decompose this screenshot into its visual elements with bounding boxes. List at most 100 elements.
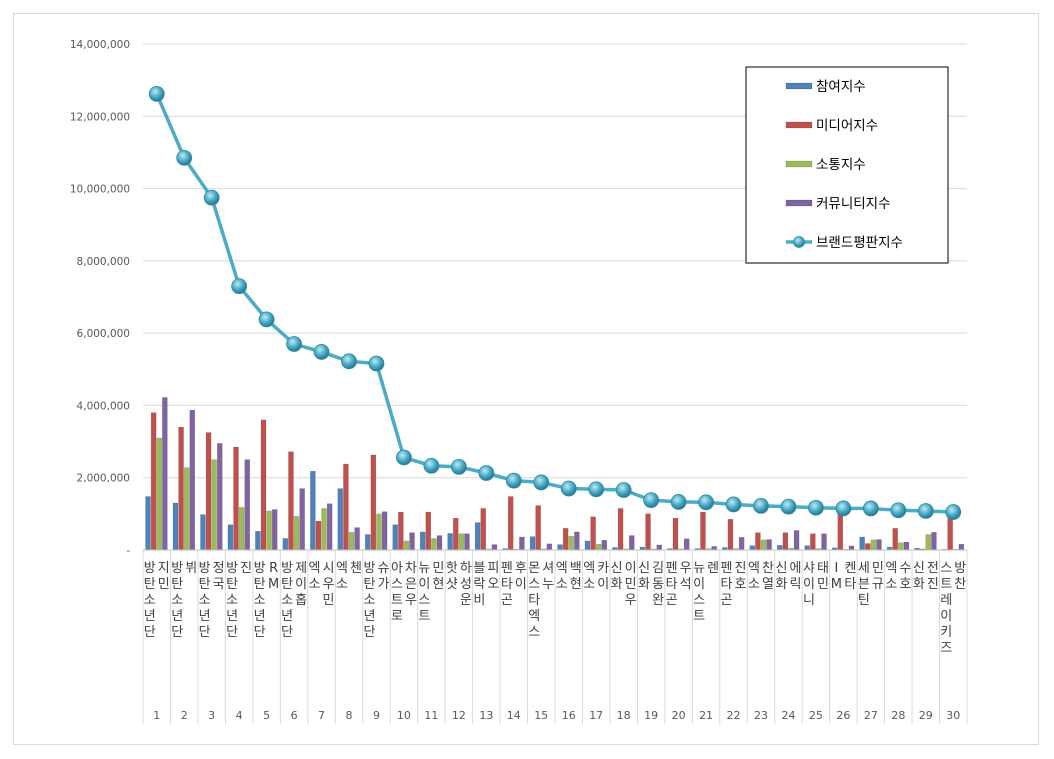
y-tick-label: 2,000,000 [77, 473, 130, 485]
rank-label: 1 [153, 709, 160, 722]
bar [436, 535, 443, 551]
bar [859, 536, 865, 551]
bar [162, 397, 168, 551]
bar [870, 539, 877, 551]
y-tick-label: 10,000,000 [70, 184, 130, 196]
category-label: 신 화김 동 완 [638, 561, 664, 608]
line-point [478, 465, 495, 481]
legend-label: 참여지수 [816, 79, 866, 95]
bar [700, 511, 706, 551]
line-point [753, 498, 769, 514]
bar [810, 533, 816, 551]
bar [381, 511, 388, 551]
bar [244, 459, 250, 551]
category-label: 방 탄 소 년 단뷔 [171, 561, 197, 640]
bar [326, 503, 333, 551]
bar [629, 535, 635, 551]
rank-label: 22 [727, 709, 741, 722]
line-point [643, 492, 660, 509]
line-point [341, 353, 357, 370]
bar [760, 539, 767, 551]
bar [727, 519, 734, 551]
line-point [396, 449, 412, 466]
bar [150, 412, 157, 551]
category-label: 몬 스 타 엑 스셔 누 [528, 561, 554, 640]
category-label: 신 화전 진 [913, 561, 939, 592]
bar [804, 545, 810, 551]
legend-swatch [785, 160, 813, 168]
bar [474, 522, 481, 551]
category-label: 세 븐 틴민 규 [858, 561, 884, 608]
category-label: 방 탄 소 년 단슈 가 [363, 561, 389, 640]
bar [238, 507, 245, 551]
line-point [231, 278, 248, 295]
bar [211, 459, 217, 551]
legend-swatch [785, 199, 813, 207]
bar [711, 546, 717, 551]
bar [491, 544, 498, 551]
rank-label: 29 [919, 709, 933, 722]
bar [409, 532, 415, 551]
bar [562, 528, 569, 551]
category-label: 샤 이 니태 민 [803, 561, 829, 608]
rank-label: 2 [181, 709, 188, 722]
line-point [615, 482, 632, 498]
category-label: 펜 타 곤우 석 [666, 561, 692, 608]
bar [293, 516, 300, 551]
bar [766, 539, 772, 551]
bar [365, 534, 371, 551]
bar [903, 541, 910, 551]
legend-box [745, 66, 949, 264]
bar [596, 544, 602, 551]
legend-label: 브랜드평판지수 [816, 235, 903, 251]
bar [425, 511, 431, 551]
bar [574, 531, 580, 551]
bar [392, 524, 398, 551]
category-label: 신 화에 릭 [775, 561, 801, 592]
line-point [368, 355, 385, 372]
line-point [945, 504, 962, 520]
bar [205, 432, 212, 551]
bar [217, 443, 223, 551]
bar [272, 509, 278, 551]
rank-label: 19 [644, 709, 658, 722]
rank-label: 13 [479, 709, 493, 722]
bar [288, 451, 294, 551]
category-label: 엑 소수 호 [885, 561, 911, 592]
y-tick-label: 4,000,000 [77, 400, 130, 412]
bar-series [145, 397, 965, 551]
rank-label: 25 [809, 709, 823, 722]
category-label: 펜 타 곤진 호 [721, 561, 747, 608]
category-label: 엑 소첸 [336, 561, 362, 592]
bar [892, 528, 898, 551]
bar [145, 496, 151, 551]
bar [172, 502, 179, 551]
line-point [670, 494, 687, 510]
bar [464, 533, 470, 551]
category-label: 신 화이 민 우 [611, 561, 637, 608]
bar [310, 471, 316, 551]
rank-label: 26 [836, 709, 850, 722]
bar [315, 520, 322, 551]
line-point [808, 499, 824, 516]
legend-label: 소통지수 [816, 157, 866, 173]
category-label: 뉴 이 스 트렌 [693, 561, 719, 624]
line-point [560, 480, 577, 497]
bar [617, 508, 624, 551]
category-label: 방 탄 소 년 단정 국 [199, 561, 225, 640]
bar [645, 513, 651, 551]
bar [529, 536, 536, 551]
rank-label: 18 [617, 709, 631, 722]
bar [931, 532, 937, 551]
category-label: 엑 소백 현 [556, 561, 582, 592]
bar [337, 488, 343, 551]
bar [189, 409, 196, 551]
category-label: 엑 소시 우 민 [309, 561, 335, 608]
bar [557, 544, 563, 551]
bar [431, 538, 437, 551]
category-label: I M켄 타 [831, 561, 857, 592]
bar [508, 496, 514, 551]
line-point [533, 474, 550, 491]
rank-label: 3 [208, 709, 215, 722]
chart-frame: - 2,000,000 4,000,000 6,000,000 8,000,000 10,… [13, 13, 1039, 745]
